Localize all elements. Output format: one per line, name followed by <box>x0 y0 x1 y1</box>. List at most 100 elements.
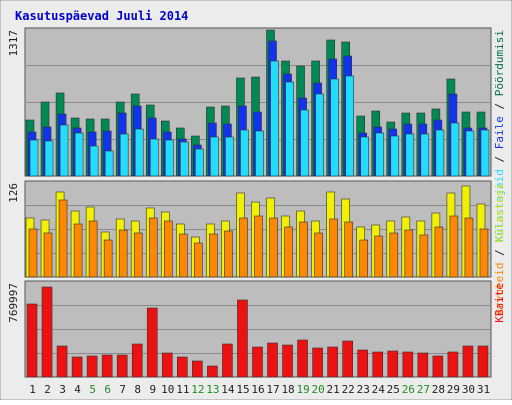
bar-külastajaid-day-17 <box>270 60 279 177</box>
bar-kbaite-day-28 <box>432 355 444 378</box>
x-tick-label: 29 <box>447 383 460 396</box>
legend-entry: Külastusi <box>493 183 506 243</box>
bar-arvuteid-day-22 <box>344 221 353 278</box>
x-tick-label: 17 <box>266 383 279 396</box>
legend-entry: / <box>493 149 506 169</box>
bar-kbaite-day-12 <box>192 360 203 378</box>
bar-külastajaid-day-3 <box>59 124 69 177</box>
bar-kbaite-day-9 <box>146 307 158 378</box>
bar-arvuteid-day-23 <box>359 239 369 278</box>
x-tick-label: 6 <box>104 383 111 396</box>
legend-entry: / <box>493 96 506 116</box>
bar-arvuteid-day-18 <box>284 226 293 278</box>
legend-entry: KBaite <box>493 283 506 323</box>
bar-arvuteid-day-21 <box>329 218 338 278</box>
bar-külastajaid-day-6 <box>104 150 114 177</box>
y-axis-max-label: 769997 <box>7 283 20 323</box>
bar-arvuteid-day-24 <box>374 235 384 278</box>
bar-kbaite-day-26 <box>402 351 414 378</box>
bar-kbaite-day-23 <box>357 349 369 378</box>
bar-külastajaid-day-28 <box>435 129 445 177</box>
bar-arvuteid-day-13 <box>209 233 218 278</box>
bar-külastajaid-day-11 <box>180 141 189 177</box>
legend-top: Külastajaid / Faile / Pöördumisi <box>493 30 506 242</box>
x-tick-label: 22 <box>342 383 355 396</box>
bar-kbaite-day-2 <box>41 286 53 378</box>
bar-kbaite-day-6 <box>101 354 113 378</box>
bar-külastajaid-day-23 <box>360 136 370 177</box>
legend-middle: Arvuteid / Külastusi <box>493 183 506 315</box>
bar-kbaite-day-5 <box>86 355 98 378</box>
bar-külastajaid-day-13 <box>210 136 219 177</box>
bar-arvuteid-day-1 <box>28 228 38 278</box>
bar-arvuteid-day-12 <box>194 242 203 278</box>
bar-külastajaid-day-19 <box>300 109 309 177</box>
bar-kbaite-day-30 <box>462 345 474 378</box>
bar-külastajaid-day-20 <box>315 93 324 177</box>
bar-arvuteid-day-25 <box>389 232 399 278</box>
bar-külastajaid-day-31 <box>480 129 490 177</box>
bar-kbaite-day-13 <box>207 365 218 378</box>
x-tick-label: 2 <box>44 383 51 396</box>
bar-külastajaid-day-26 <box>405 133 415 177</box>
bar-külastajaid-day-29 <box>450 122 460 177</box>
bar-külastajaid-day-21 <box>330 78 339 177</box>
bar-külastajaid-day-7 <box>119 133 129 177</box>
x-tick-label: 8 <box>134 383 141 396</box>
bar-arvuteid-day-17 <box>269 217 278 278</box>
bar-külastajaid-day-30 <box>465 130 475 177</box>
bar-arvuteid-day-7 <box>118 229 128 278</box>
y-axis-max-label: 126 <box>7 183 20 203</box>
bar-külastajaid-day-16 <box>255 130 264 177</box>
bar-kbaite-day-18 <box>282 344 293 378</box>
bar-kbaite-day-31 <box>477 345 489 378</box>
x-tick-label: 18 <box>281 383 294 396</box>
legend-entry: / <box>493 243 506 263</box>
x-tick-label: 9 <box>149 383 156 396</box>
bar-kbaite-day-10 <box>161 352 173 378</box>
bar-kbaite-day-4 <box>71 356 83 378</box>
x-tick-label: 26 <box>402 383 415 396</box>
bar-arvuteid-day-11 <box>179 233 188 278</box>
x-tick-label: 28 <box>432 383 445 396</box>
y-axis-max-label: 1317 <box>7 30 20 57</box>
bar-kbaite-day-19 <box>297 339 308 378</box>
bar-külastajaid-day-1 <box>29 139 39 177</box>
x-tick-label: 4 <box>74 383 81 396</box>
x-tick-label: 16 <box>251 383 264 396</box>
bar-arvuteid-day-10 <box>163 220 173 278</box>
bar-kbaite-day-7 <box>116 354 128 378</box>
x-tick-label: 5 <box>89 383 96 396</box>
bar-arvuteid-day-16 <box>254 215 263 278</box>
bar-arvuteid-day-14 <box>224 230 233 278</box>
bar-kbaite-day-11 <box>177 356 188 378</box>
legend-bottom: KBaite <box>493 283 506 323</box>
bar-külastajaid-day-4 <box>74 132 84 177</box>
bar-arvuteid-day-3 <box>58 199 68 278</box>
bar-külastajaid-day-25 <box>390 135 400 177</box>
x-tick-label: 24 <box>372 383 386 396</box>
bar-külastajaid-day-12 <box>195 148 204 177</box>
legend-entry: Arvuteid <box>493 262 506 315</box>
bar-arvuteid-day-8 <box>133 232 143 278</box>
bar-külastajaid-day-5 <box>89 145 99 177</box>
x-tick-label: 23 <box>357 383 370 396</box>
x-tick-label: 7 <box>119 383 126 396</box>
x-tick-label: 13 <box>206 383 219 396</box>
bar-kbaite-day-14 <box>222 343 233 378</box>
bar-külastajaid-day-15 <box>240 129 249 177</box>
bar-külastajaid-day-9 <box>149 138 159 177</box>
legend-entry: Külastajaid <box>493 169 506 242</box>
bar-arvuteid-day-30 <box>464 217 474 278</box>
x-tick-label: 12 <box>191 383 204 396</box>
legend-entry: Faile <box>493 116 506 149</box>
x-tick-label: 11 <box>176 383 189 396</box>
x-tick-label: 31 <box>477 383 490 396</box>
bar-kbaite-day-3 <box>56 345 68 378</box>
bar-kbaite-day-20 <box>312 347 323 378</box>
bar-külastajaid-day-14 <box>225 136 234 177</box>
bar-kbaite-day-25 <box>387 350 399 378</box>
bar-arvuteid-day-2 <box>43 232 53 278</box>
x-tick-label: 15 <box>236 383 249 396</box>
